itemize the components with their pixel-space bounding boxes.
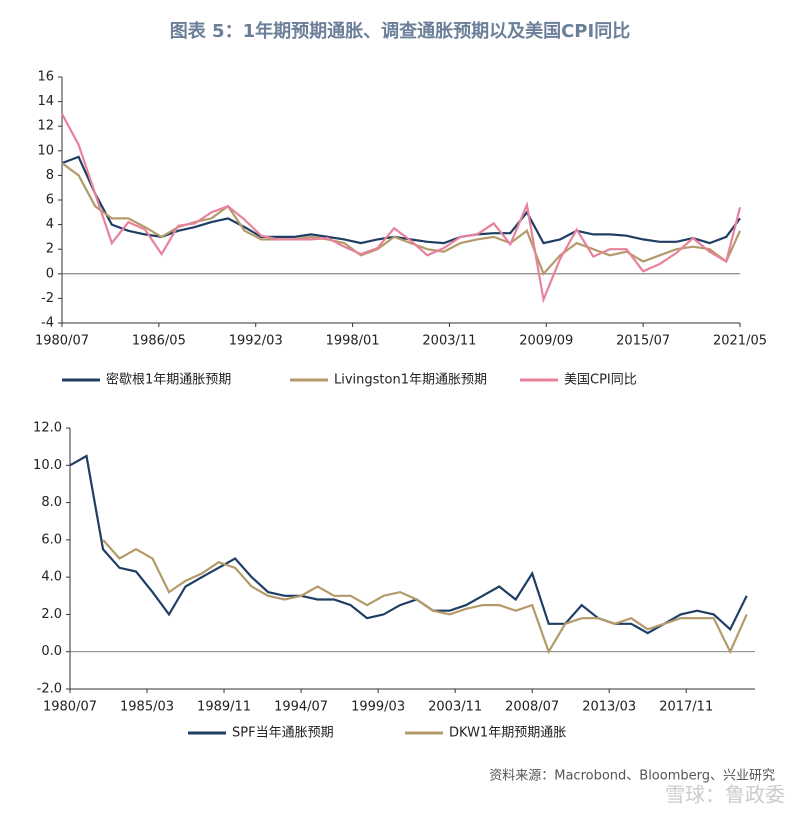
- x-tick-label: 2008/07: [505, 700, 559, 715]
- y-tick-label: 16: [37, 70, 54, 85]
- x-tick-label: 1994/07: [274, 700, 328, 715]
- series-line: [102, 539, 748, 655]
- series-line: [61, 113, 742, 304]
- y-tick-label: -2: [41, 291, 54, 306]
- y-tick-label: 6: [46, 193, 54, 208]
- series-line: [61, 155, 741, 245]
- y-tick-label: 10.0: [33, 458, 62, 473]
- y-tick-label: 12: [37, 119, 54, 134]
- y-tick-label: 6.0: [41, 532, 62, 547]
- series-line: [69, 454, 748, 635]
- y-tick-label: 10: [37, 143, 54, 158]
- legend-label: 密歇根1年期通胀预期: [106, 372, 231, 388]
- watermark: 雪球：鲁政委: [665, 783, 785, 807]
- x-tick-label: 2013/03: [582, 700, 636, 715]
- y-tick-label: 4: [46, 217, 54, 232]
- y-tick-label: 0.0: [41, 644, 62, 659]
- x-tick-label: 1989/11: [197, 700, 251, 715]
- y-tick-label: -2.0: [37, 682, 62, 697]
- x-tick-label: 1998/01: [326, 334, 380, 349]
- y-tick-label: 8.0: [41, 495, 62, 510]
- y-tick-label: -4: [41, 316, 54, 331]
- x-tick-label: 2009/09: [519, 334, 573, 349]
- x-tick-label: 2003/11: [422, 334, 476, 349]
- x-tick-label: 1985/03: [120, 700, 174, 715]
- x-tick-label: 2021/05: [713, 334, 767, 349]
- series-line: [61, 162, 742, 276]
- y-tick-label: 14: [37, 94, 54, 109]
- y-tick-label: 8: [46, 168, 54, 183]
- y-tick-label: 2: [46, 242, 54, 257]
- legend-label: 美国CPI同比: [564, 373, 637, 388]
- y-tick-label: 12.0: [33, 421, 62, 436]
- x-tick-label: 1992/03: [229, 334, 283, 349]
- x-tick-label: 1999/03: [351, 700, 405, 715]
- y-tick-label: 2.0: [41, 607, 62, 622]
- page-title: 图表 5：1年期预期通胀、调查通胀预期以及美国CPI同比: [170, 20, 630, 42]
- legend-label: DKW1年期预期通胀: [449, 726, 566, 741]
- legend-label: Livingston1年期通胀预期: [334, 373, 487, 388]
- source-note: 资料来源：Macrobond、Bloomberg、兴业研究: [489, 769, 775, 784]
- x-tick-label: 2015/07: [616, 334, 670, 349]
- x-tick-label: 2003/11: [428, 700, 482, 715]
- legend-label: SPF当年通胀预期: [232, 726, 334, 741]
- x-tick-label: 1986/05: [132, 334, 186, 349]
- x-tick-label: 2017/11: [659, 700, 713, 715]
- x-tick-label: 1980/07: [43, 700, 97, 715]
- y-tick-label: 0: [46, 266, 54, 281]
- y-tick-label: 4.0: [41, 570, 62, 585]
- x-tick-label: 1980/07: [35, 334, 89, 349]
